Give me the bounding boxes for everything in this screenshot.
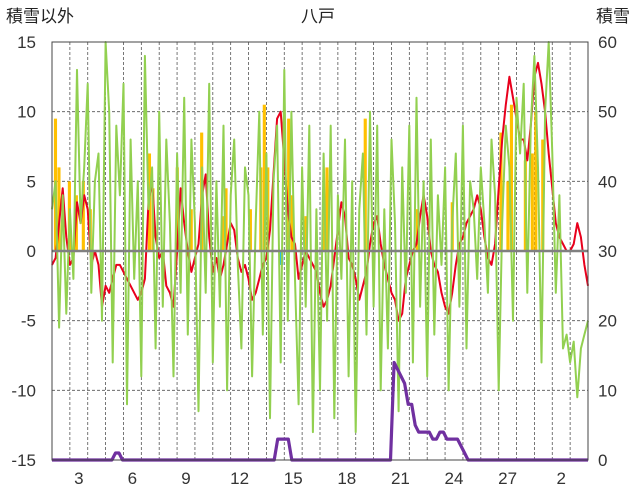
precip-bar <box>224 188 228 251</box>
precip-bar <box>57 167 61 251</box>
x-tick-label: 21 <box>391 469 410 488</box>
precip-bar <box>321 209 326 251</box>
x-tick-label: 24 <box>445 469 464 488</box>
precip-bar <box>262 104 266 251</box>
precip-bar <box>290 195 294 251</box>
y-left-tick-label: 5 <box>27 172 36 191</box>
precip-bar <box>509 104 513 251</box>
precip-bar <box>304 216 308 251</box>
y-right-axis-label: 積雪 <box>596 7 630 27</box>
wind-line <box>51 41 589 434</box>
precip-bar <box>81 181 85 251</box>
x-tick-label: 6 <box>128 469 137 488</box>
precip-bar <box>287 118 291 251</box>
y-left-tick-label: 10 <box>17 103 36 122</box>
precip-bar <box>499 132 503 251</box>
x-tick-label: 18 <box>337 469 356 488</box>
precip-bar <box>175 167 179 251</box>
precip-bar <box>325 167 329 251</box>
y-right-tick-label: 60 <box>598 33 617 52</box>
y-right-tick-label: 10 <box>598 381 617 400</box>
y-left-tick-label: -15 <box>11 451 36 470</box>
x-tick-label: 27 <box>498 469 517 488</box>
precip-bar <box>248 209 252 251</box>
x-tick-label: 9 <box>181 469 190 488</box>
precip-bar <box>363 118 367 251</box>
y-right-tick-label: 40 <box>598 172 617 191</box>
chart-title: 八戸 <box>301 7 335 27</box>
y-left-tick-label: 0 <box>27 242 36 261</box>
y-right-tick-label: 50 <box>598 103 617 122</box>
x-tick-label: 2 <box>556 469 565 488</box>
precip-bar <box>220 216 225 251</box>
y-left-axis-label: 積雪以外 <box>6 7 74 27</box>
precip-bar <box>530 153 534 251</box>
y-right-tick-label: 30 <box>598 242 617 261</box>
y-left-tick-label: -5 <box>21 312 36 331</box>
precip-bar <box>541 139 545 251</box>
x-tick-label: 15 <box>284 469 303 488</box>
y-right-tick-label: 0 <box>598 451 607 470</box>
plot-frame <box>51 41 589 461</box>
y-left-tick-label: 15 <box>17 33 36 52</box>
precip-bar <box>189 209 193 251</box>
x-tick-label: 3 <box>74 469 83 488</box>
precip-bar <box>534 111 538 252</box>
precip-bar <box>506 181 510 251</box>
y-left-tick-label: -10 <box>11 381 36 400</box>
y-right-tick-label: 20 <box>598 312 617 331</box>
x-tick-label: 12 <box>230 469 249 488</box>
